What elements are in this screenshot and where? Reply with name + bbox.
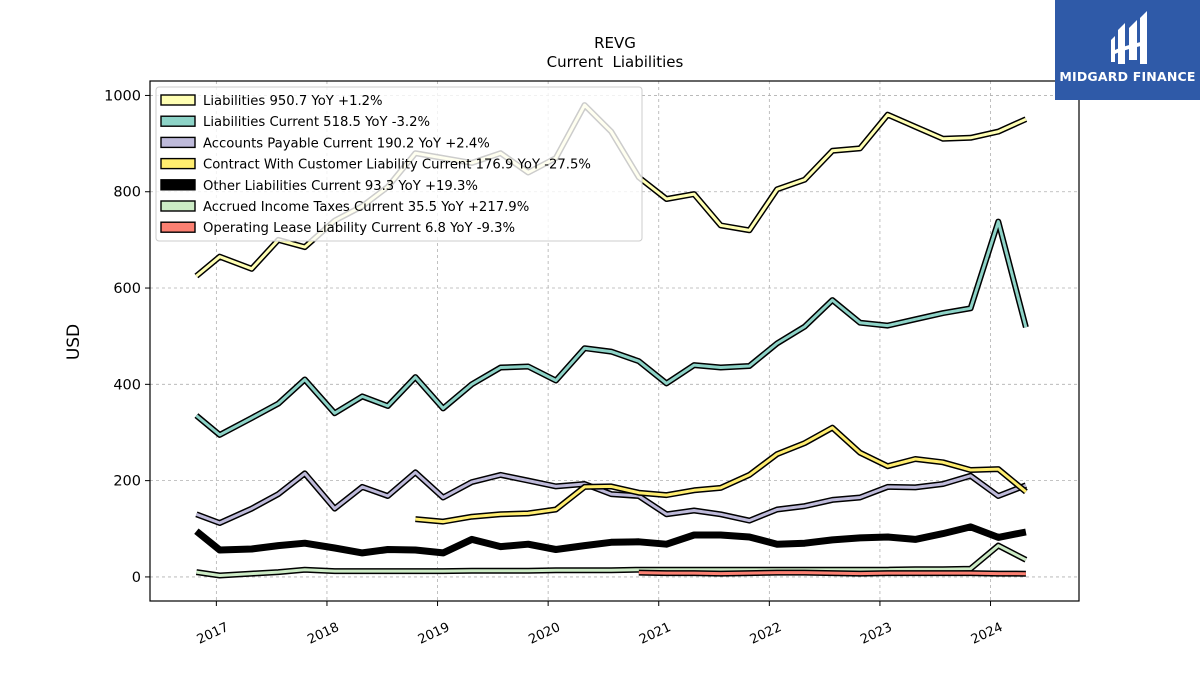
x-tick-label: 2020 [526, 620, 562, 648]
y-axis-label: USD [64, 324, 84, 360]
y-tick-label: 400 [113, 377, 141, 393]
brand-name: MIDGARD FINANCE [1059, 69, 1196, 84]
legend-entry: Liabilities 950.7 YoY +1.2% [203, 94, 383, 109]
legend-swatch [160, 221, 196, 233]
chart-subtitle: Current Liabilities [547, 53, 684, 71]
y-tick-label: 200 [113, 474, 141, 490]
series-line-accrued-income-taxes-current [196, 544, 1027, 577]
chart-title: REVG [594, 34, 636, 52]
y-tick-label: 600 [113, 281, 141, 297]
series-line-liabilities-current [195, 220, 1028, 437]
x-tick-label: 2018 [305, 620, 341, 648]
brand-logo: MIDGARD FINANCE [1055, 0, 1200, 100]
x-tick-label: 2023 [858, 620, 894, 648]
x-tick-label: 2024 [969, 620, 1005, 648]
legend-entry: Operating Lease Liability Current 6.8 Yo… [203, 221, 515, 236]
x-tick-label: 2017 [195, 620, 231, 648]
y-tick-label: 0 [132, 570, 141, 586]
legend-swatch [160, 136, 196, 149]
legend-swatch [160, 115, 196, 127]
series-line-other-liabilities-current [194, 523, 1027, 557]
legend-box [155, 86, 643, 242]
series-outline [194, 218, 1029, 438]
series-line-operating-lease-liability-current [638, 571, 1026, 576]
x-axis: 2017 2018 2019 2020 2021 2022 2023 2024 [195, 601, 1005, 648]
series-line-contract-with-customer-liability-current [415, 426, 1027, 524]
x-tick-label: 2022 [748, 620, 784, 648]
x-tick-label: 2021 [637, 620, 673, 648]
legend-entry: Accrued Income Taxes Current 35.5 YoY +2… [203, 200, 529, 215]
series-outline [195, 469, 1027, 526]
x-tick-label: 2019 [416, 620, 452, 648]
midgard-logo-icon [1111, 11, 1147, 64]
legend-entry: Accounts Payable Current 190.2 YoY +2.4% [203, 136, 490, 151]
y-tick-label: 800 [113, 185, 141, 201]
legend-entry: Contract With Customer Liability Current… [203, 158, 591, 173]
series-line-accounts-payable-current [195, 470, 1027, 525]
plot-frame [149, 80, 1080, 602]
y-axis: 0 200 400 600 800 1000 [104, 88, 150, 586]
legend-entry: Other Liabilities Current 93.3 YoY +19.3… [203, 179, 478, 194]
legend-swatch [160, 200, 196, 212]
legend-swatch [160, 179, 196, 191]
y-tick-label: 1000 [104, 88, 141, 104]
legend-swatch [160, 157, 196, 170]
legend: Liabilities 950.7 YoY +1.2% Liabilities C… [155, 86, 643, 242]
legend-entry: Liabilities Current 518.5 YoY -3.2% [203, 115, 430, 130]
legend-swatch [160, 94, 196, 106]
